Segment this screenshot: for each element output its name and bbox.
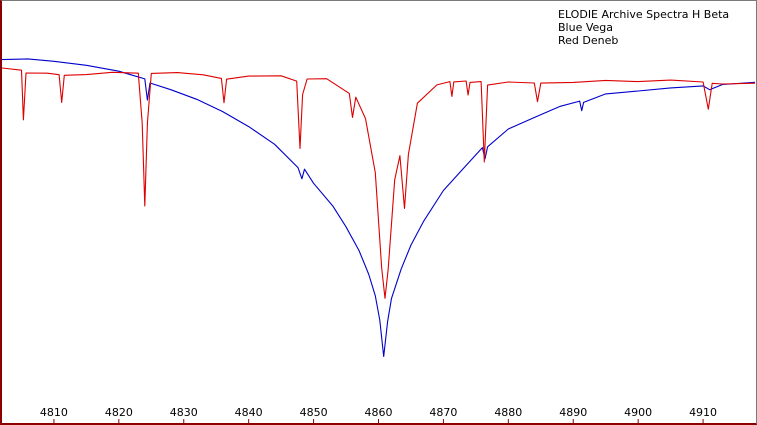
legend-line-deneb: Red Deneb	[558, 34, 618, 47]
x-axis-ticks: 4810 4820 4830 4840 4850 4860 4870 4880 4890 4900…	[40, 406, 717, 423]
x-tick-label-4880: 4880	[494, 406, 522, 419]
legend: ELODIE Archive Spectra H Beta Blue Vega …	[558, 8, 729, 47]
x-tick-label-4890: 4890	[559, 406, 587, 419]
x-tick-label-4810: 4810	[40, 406, 68, 419]
x-tick-label-4900: 4900	[624, 406, 652, 419]
x-tick-label-4870: 4870	[429, 406, 457, 419]
legend-line-title: ELODIE Archive Spectra H Beta	[558, 8, 729, 21]
legend-line-vega: Blue Vega	[558, 21, 613, 34]
x-tick-label-4850: 4850	[300, 406, 328, 419]
series-line-deneb	[1, 67, 756, 299]
x-tick-label-4860: 4860	[365, 406, 393, 419]
x-tick-label-4820: 4820	[105, 406, 133, 419]
x-tick-label-4840: 4840	[235, 406, 263, 419]
plot-lines	[1, 58, 756, 358]
x-tick-label-4830: 4830	[170, 406, 198, 419]
x-tick-label-4910: 4910	[689, 406, 717, 419]
series-line-vega	[1, 58, 756, 358]
